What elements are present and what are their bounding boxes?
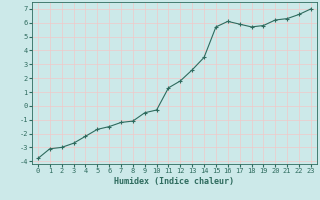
X-axis label: Humidex (Indice chaleur): Humidex (Indice chaleur) xyxy=(115,177,234,186)
